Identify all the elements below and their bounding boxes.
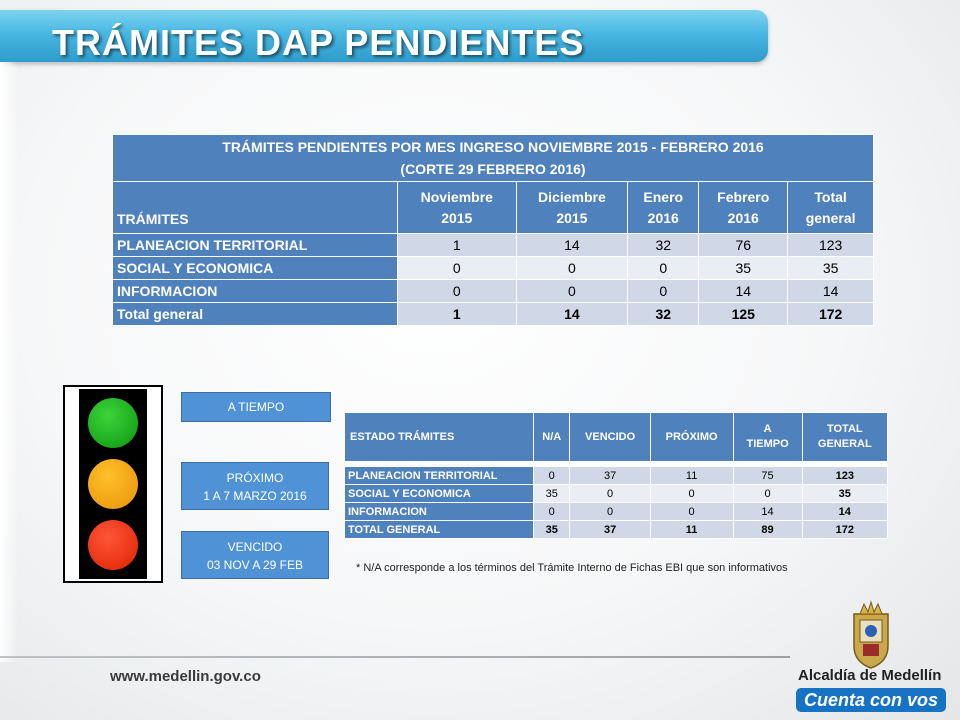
table-cell: 11 <box>649 520 734 539</box>
table-cell: 123 <box>801 466 889 485</box>
traffic-light-housing <box>79 389 147 579</box>
table-cell: 0 <box>569 484 651 503</box>
footer-divider <box>0 656 790 658</box>
status-table: ESTADO TRÁMITES N/A VENCIDO PRÓXIMO A TIE… <box>344 412 889 539</box>
row-label: SOCIAL Y ECONOMICA <box>344 484 534 503</box>
title-banner: TRÁMITES DAP PENDIENTES <box>0 10 768 63</box>
table1-col-header: Diciembre 2015 <box>515 181 629 234</box>
table-cell: 35 <box>801 484 889 503</box>
table1-col-header: Febrero 2016 <box>698 181 789 234</box>
table-row: SOCIAL Y ECONOMICA 0 0 0 35 35 <box>112 256 874 280</box>
table-total-row: TOTAL GENERAL 35 37 11 89 172 <box>344 520 889 539</box>
table-cell: 125 <box>698 302 789 326</box>
legend-proximo: PRÓXIMO 1 A 7 MARZO 2016 <box>181 462 329 510</box>
table1-col-header: Enero 2016 <box>627 181 700 234</box>
table-cell: 32 <box>627 302 700 326</box>
pending-by-month-table: TRÁMITES PENDIENTES POR MES INGRESO NOVI… <box>112 134 874 326</box>
table-cell: 1 <box>397 233 517 257</box>
table2-col-header: PRÓXIMO <box>649 412 734 462</box>
table-total-row: Total general 1 14 32 125 172 <box>112 302 874 326</box>
table-cell: 32 <box>627 233 700 257</box>
table-cell: 76 <box>698 233 789 257</box>
table-row: INFORMACION 0 0 0 14 14 <box>344 502 889 521</box>
green-lamp-icon <box>88 398 138 448</box>
brand-slogan: Cuenta con vos <box>796 688 946 712</box>
traffic-light <box>63 385 163 583</box>
table-cell: 37 <box>569 520 651 539</box>
legend-proximo-title: PRÓXIMO <box>226 471 284 485</box>
legend-vencido: VENCIDO 03 NOV A 29 FEB <box>181 531 329 579</box>
coat-of-arms-icon <box>853 600 889 669</box>
table-row: SOCIAL Y ECONOMICA 35 0 0 0 35 <box>344 484 889 503</box>
table-cell: 0 <box>732 484 803 503</box>
table-cell: 14 <box>515 302 629 326</box>
table1-col-header: Total general <box>787 181 874 234</box>
row-label: TOTAL GENERAL <box>344 520 534 539</box>
table-cell: 14 <box>787 279 874 303</box>
table-cell: 0 <box>532 466 571 485</box>
table-cell: 0 <box>397 256 517 280</box>
table-cell: 0 <box>397 279 517 303</box>
table-cell: 14 <box>698 279 789 303</box>
table-cell: 1 <box>397 302 517 326</box>
table-row: PLANEACION TERRITORIAL 0 37 11 75 123 <box>344 466 889 485</box>
table-cell: 0 <box>569 502 651 521</box>
table1-title-line2: (CORTE 29 FEBRERO 2016) <box>400 161 586 177</box>
table-cell: 0 <box>627 279 700 303</box>
table-row: INFORMACION 0 0 0 14 14 <box>112 279 874 303</box>
table-cell: 0 <box>515 279 629 303</box>
table-cell: 0 <box>627 256 700 280</box>
red-lamp-icon <box>88 520 138 570</box>
row-label: PLANEACION TERRITORIAL <box>112 233 398 257</box>
table-cell: 35 <box>787 256 874 280</box>
table2-col-header: TOTAL GENERAL <box>801 412 889 462</box>
table-cell: 0 <box>649 484 734 503</box>
left-decor-band <box>0 62 18 662</box>
table-cell: 123 <box>787 233 874 257</box>
table-cell: 172 <box>801 520 889 539</box>
table-row: PLANEACION TERRITORIAL 1 14 32 76 123 <box>112 233 874 257</box>
table-cell: 14 <box>515 233 629 257</box>
row-label: Total general <box>112 302 398 326</box>
table-cell: 35 <box>532 484 571 503</box>
row-label: INFORMACION <box>344 502 534 521</box>
table-cell: 14 <box>732 502 803 521</box>
row-label: SOCIAL Y ECONOMICA <box>112 256 398 280</box>
table-cell: 89 <box>732 520 803 539</box>
legend-proximo-range: 1 A 7 MARZO 2016 <box>203 489 307 503</box>
table2-col-estado: ESTADO TRÁMITES <box>344 412 534 462</box>
table1-title: TRÁMITES PENDIENTES POR MES INGRESO NOVI… <box>112 134 874 182</box>
table-cell: 0 <box>515 256 629 280</box>
brand-name: Alcaldía de Medellín <box>798 667 942 684</box>
page-title: TRÁMITES DAP PENDIENTES <box>52 22 585 63</box>
website-link[interactable]: www.medellin.gov.co <box>110 668 261 685</box>
legend-vencido-range: 03 NOV A 29 FEB <box>206 558 304 572</box>
table-cell: 37 <box>569 466 651 485</box>
table1-col-tramites: TRÁMITES <box>112 181 398 234</box>
table2-col-header: VENCIDO <box>569 412 651 462</box>
table2-col-header: A TIEMPO <box>732 412 803 462</box>
row-label: PLANEACION TERRITORIAL <box>344 466 534 485</box>
row-label: INFORMACION <box>112 279 398 303</box>
table-cell: 35 <box>698 256 789 280</box>
table-cell: 172 <box>787 302 874 326</box>
yellow-lamp-icon <box>88 459 138 509</box>
table1-title-line1: TRÁMITES PENDIENTES POR MES INGRESO NOVI… <box>222 139 764 155</box>
legend-vencido-title: VENCIDO <box>227 540 283 554</box>
table-cell: 75 <box>732 466 803 485</box>
table-cell: 11 <box>649 466 734 485</box>
legend-a-tiempo: A TIEMPO <box>181 392 331 422</box>
table1-col-header: Noviembre 2015 <box>397 181 517 234</box>
table-cell: 14 <box>801 502 889 521</box>
table-cell: 35 <box>532 520 571 539</box>
table-cell: 0 <box>649 502 734 521</box>
table-cell: 0 <box>532 502 571 521</box>
footnote: * N/A corresponde a los términos del Trá… <box>356 562 788 574</box>
table2-col-header: N/A <box>532 412 571 462</box>
